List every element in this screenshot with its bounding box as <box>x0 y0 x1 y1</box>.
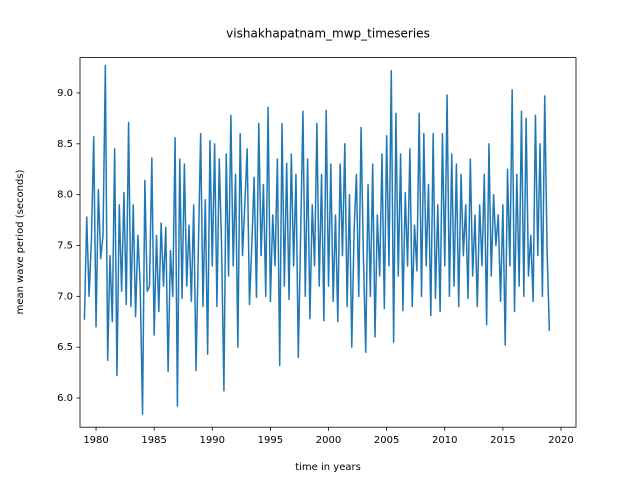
x-tick-label: 2005 <box>374 435 399 446</box>
chart-title: vishakhapatnam_mwp_timeseries <box>226 27 430 41</box>
y-tick-label: 7.0 <box>57 291 73 302</box>
x-tick-label: 2020 <box>548 435 573 446</box>
axes-frame <box>79 57 577 428</box>
x-tick-label: 2000 <box>316 435 341 446</box>
x-tick-label: 1995 <box>258 435 283 446</box>
data-line <box>83 64 551 416</box>
x-tick-label: 1980 <box>83 435 108 446</box>
y-tick-label: 8.5 <box>57 139 73 150</box>
x-axis-label: time in years <box>295 462 361 473</box>
y-tick-label: 6.0 <box>57 393 73 404</box>
x-tick-label: 1990 <box>200 435 225 446</box>
y-tick-label: 7.5 <box>57 241 73 252</box>
x-tick-label: 2010 <box>432 435 457 446</box>
x-tick-label: 2015 <box>490 435 515 446</box>
y-axis-label: mean wave period (seconds) <box>15 170 26 315</box>
x-tick-label: 1985 <box>141 435 166 446</box>
y-tick-label: 9.0 <box>57 88 73 99</box>
y-tick-label: 8.0 <box>57 190 73 201</box>
y-tick-label: 6.5 <box>57 342 73 353</box>
